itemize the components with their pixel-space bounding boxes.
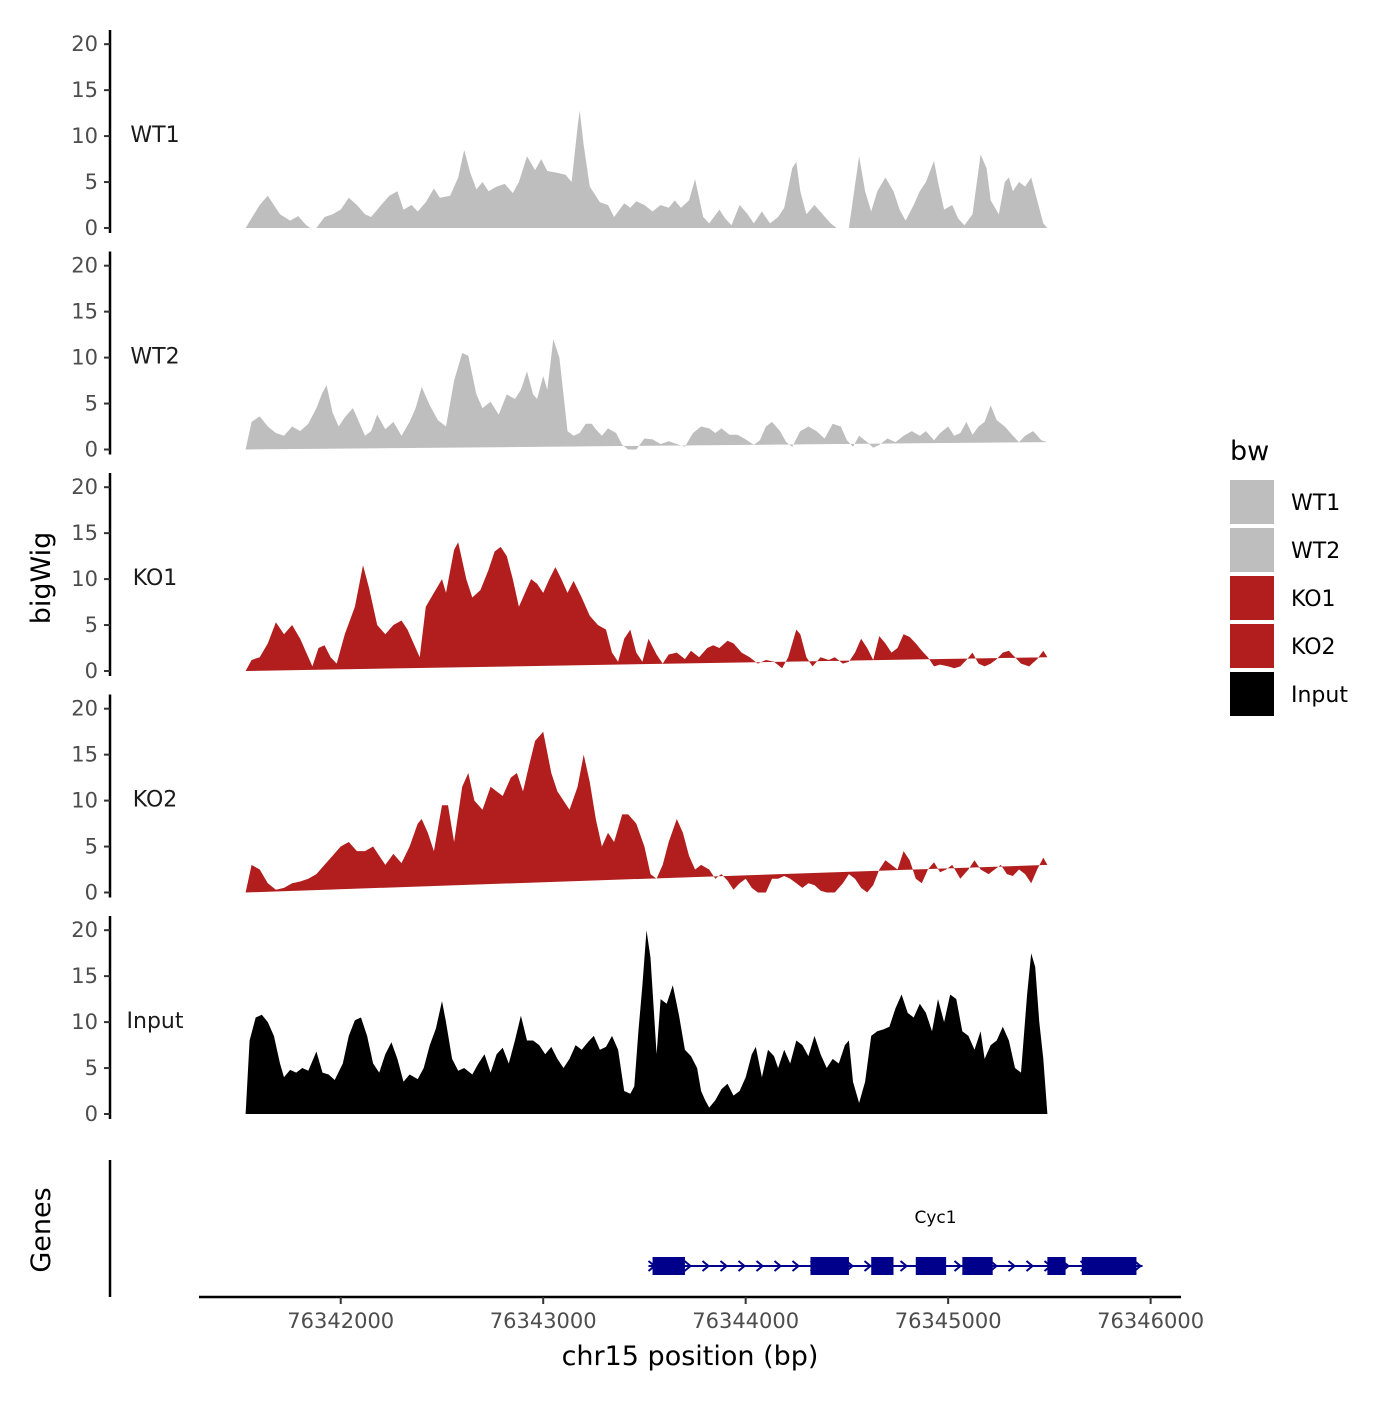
- strand-arrow-icon: [863, 1260, 873, 1272]
- y-tick-label: 15: [71, 78, 98, 102]
- gene-cyc1: Cyc1: [647, 1208, 1143, 1275]
- y-tick-label: 20: [71, 697, 98, 721]
- strand-arrow-icon: [1025, 1260, 1035, 1272]
- strand-arrow-icon: [899, 1260, 909, 1272]
- y-tick-label: 5: [85, 170, 98, 194]
- track-label: Input: [127, 1009, 184, 1034]
- strand-arrow-icon: [773, 1260, 783, 1272]
- y-tick-label: 0: [85, 438, 98, 462]
- legend-title: bw: [1230, 436, 1269, 467]
- strand-arrow-icon: [683, 1260, 693, 1272]
- legend-label-wt1: WT1: [1291, 491, 1340, 516]
- legend-swatch-wt2: [1230, 528, 1274, 572]
- x-axis: 76342000 76343000 76344000 76345000 76346000: [199, 1295, 1204, 1333]
- gene-exon: [1081, 1257, 1137, 1275]
- track-input: 0 5 10 15 20 Input: [71, 916, 1048, 1126]
- strand-arrow-icon: [791, 1260, 801, 1272]
- y-tick-label: 20: [71, 32, 98, 56]
- strand-arrow-icon: [719, 1260, 729, 1272]
- y-tick-label: 15: [71, 964, 98, 988]
- strand-arrow-icon: [701, 1260, 711, 1272]
- gene-exon: [1047, 1257, 1066, 1275]
- legend-label-ko2: KO2: [1291, 635, 1336, 660]
- y-tick-label: 0: [85, 659, 98, 683]
- gene-name-label: Cyc1: [914, 1208, 956, 1228]
- track-label: WT1: [130, 123, 179, 148]
- coverage-area-wt2: [245, 339, 1048, 450]
- y-tick-label: 0: [85, 216, 98, 240]
- track-wt2: 0 5 10 15 20 WT2: [71, 251, 1048, 462]
- x-tick-label: 76345000: [895, 1309, 1002, 1333]
- x-axis-title: chr15 position (bp): [562, 1341, 819, 1372]
- y-tick-label: 5: [85, 613, 98, 637]
- gene-exon: [810, 1257, 849, 1275]
- y-tick-label: 20: [71, 254, 98, 278]
- y-tick-label: 15: [71, 743, 98, 767]
- y-tick-label: 5: [85, 392, 98, 416]
- strand-arrow-icon: [755, 1260, 765, 1272]
- coverage-area-wt1: [245, 110, 1048, 228]
- y-tick-label: 10: [71, 1010, 98, 1034]
- gene-exon: [962, 1257, 993, 1275]
- x-tick-label: 76346000: [1097, 1309, 1204, 1333]
- legend-swatch-ko2: [1230, 624, 1274, 668]
- x-tick-label: 76342000: [287, 1309, 394, 1333]
- legend-label-ko1: KO1: [1291, 587, 1336, 612]
- track-wt1: 0 5 10 15 20 WT1: [71, 30, 1048, 240]
- track-label: KO2: [133, 788, 178, 813]
- coverage-area-ko2: [245, 731, 1048, 893]
- track-label: WT2: [130, 345, 179, 370]
- y-tick-label: 20: [71, 475, 98, 499]
- legend-swatch-ko1: [1230, 576, 1274, 620]
- legend-label-input: Input: [1291, 683, 1348, 708]
- y-axis-title: bigWig: [26, 532, 57, 625]
- coverage-area-ko1: [245, 542, 1048, 671]
- track-ko1: 0 5 10 15 20 KO1: [71, 473, 1048, 683]
- legend: bw WT1 WT2 KO1 KO2 Input: [1230, 436, 1348, 716]
- track-label: KO1: [133, 566, 178, 591]
- gene-exon: [652, 1257, 685, 1275]
- y-tick-label: 10: [71, 346, 98, 370]
- y-tick-label: 5: [85, 835, 98, 859]
- genes-layer: Cyc1: [108, 1160, 1143, 1297]
- y-tick-label: 15: [71, 521, 98, 545]
- y-tick-label: 10: [71, 124, 98, 148]
- strand-arrow-icon: [737, 1260, 747, 1272]
- coverage-area-input: [245, 930, 1048, 1114]
- genes-axis-title: Genes: [26, 1187, 57, 1272]
- tracks-layer: 0 5 10 15 20 WT1 0 5 10 15 20 WT2 0 5 10 15 20 KO1 0 5 10 15 2…: [71, 30, 1048, 1126]
- y-tick-label: 20: [71, 918, 98, 942]
- y-tick-label: 5: [85, 1056, 98, 1080]
- gene-exon: [871, 1257, 894, 1275]
- y-tick-label: 0: [85, 881, 98, 905]
- y-tick-label: 10: [71, 789, 98, 813]
- track-ko2: 0 5 10 15 20 KO2: [71, 694, 1048, 905]
- y-tick-label: 15: [71, 300, 98, 324]
- x-tick-label: 76344000: [692, 1309, 799, 1333]
- legend-swatch-input: [1230, 672, 1274, 716]
- strand-arrow-icon: [1133, 1260, 1143, 1272]
- legend-swatch-wt1: [1230, 480, 1274, 524]
- legend-label-wt2: WT2: [1291, 539, 1340, 564]
- y-tick-label: 10: [71, 567, 98, 591]
- strand-arrow-icon: [953, 1260, 963, 1272]
- strand-arrow-icon: [1007, 1260, 1017, 1272]
- y-tick-label: 0: [85, 1102, 98, 1126]
- x-tick-label: 76343000: [490, 1309, 597, 1333]
- gene-exon: [915, 1257, 947, 1275]
